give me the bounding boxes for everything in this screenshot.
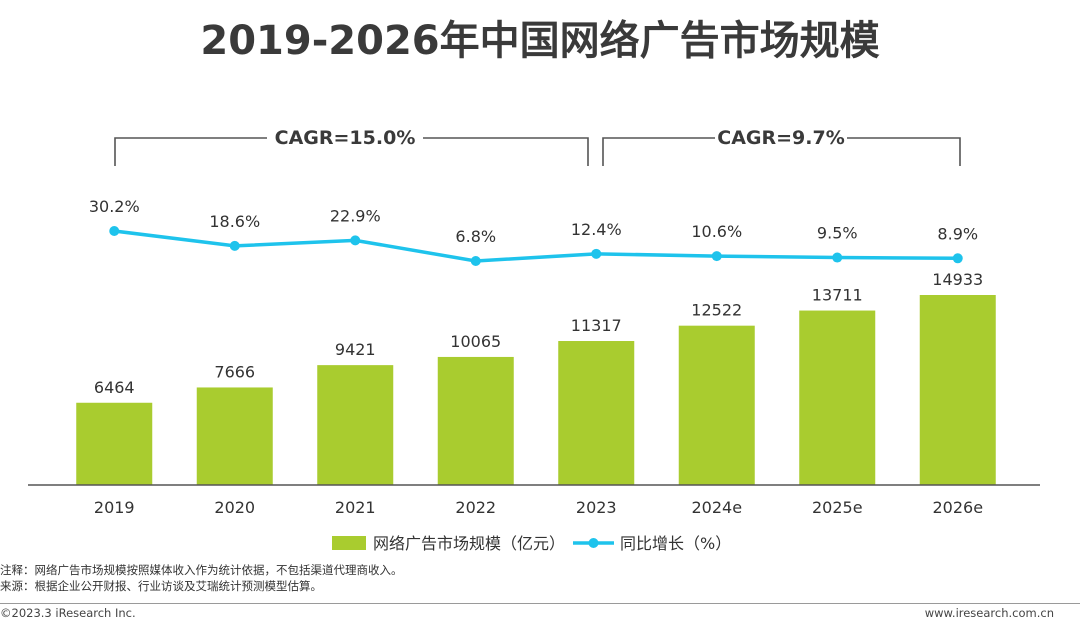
x-tick-2024e: 2024e — [691, 498, 742, 517]
growth-label-2024e: 10.6% — [691, 222, 742, 241]
footer-copyright: ©2023.3 iResearch Inc. — [0, 606, 136, 620]
x-axis-ticks: 2019 2020 2021 2022 2023 2024e 2025e 2026e — [94, 498, 983, 517]
bar-2020 — [196, 387, 273, 485]
growth-point-2022 — [470, 256, 481, 266]
legend: 网络广告市场规模（亿元） 同比增长（%） — [332, 534, 731, 553]
legend-bar-swatch — [332, 536, 366, 550]
bar-series — [76, 295, 996, 485]
bar-label-2025e: 13711 — [812, 286, 863, 305]
bar-label-2019: 6464 — [94, 378, 135, 397]
growth-point-2020 — [229, 240, 240, 251]
growth-label-2020: 18.6% — [209, 212, 260, 231]
bar-label-2024e: 12522 — [691, 301, 742, 320]
growth-label-2019: 30.2% — [89, 197, 140, 216]
x-tick-2019: 2019 — [94, 498, 135, 517]
x-tick-2023: 2023 — [576, 498, 617, 517]
growth-label-2025e: 9.5% — [817, 224, 858, 243]
growth-label-2021: 22.9% — [330, 206, 381, 225]
growth-point-2025e — [832, 252, 843, 263]
legend-line-marker — [588, 538, 599, 548]
cagr-brackets: CAGR=15.0% CAGR=9.7% — [114, 127, 961, 166]
cagr-label-2: CAGR=9.7% — [717, 127, 845, 149]
cagr-bracket-1 — [114, 137, 589, 166]
growth-point-2021 — [350, 235, 361, 246]
growth-label-2022: 6.8% — [455, 227, 496, 246]
growth-point-2024e — [711, 251, 722, 262]
bar-2021 — [317, 365, 394, 485]
footer-divider — [0, 603, 1080, 604]
x-tick-2021: 2021 — [335, 498, 376, 517]
x-tick-2020: 2020 — [214, 498, 255, 517]
growth-points — [109, 226, 963, 266]
bar-2019 — [76, 402, 153, 485]
bar-2025e — [799, 310, 876, 485]
chart-note: 注释：网络广告市场规模按照媒体收入作为统计依据，不包括渠道代理商收入。 — [0, 563, 403, 577]
chart-source: 来源：根据企业公开财报、行业访谈及艾瑞统计预测模型估算。 — [0, 579, 322, 593]
bar-label-2020: 7666 — [214, 362, 255, 381]
footer-website[interactable]: www.iresearch.com.cn — [924, 606, 1054, 620]
bar-2022 — [437, 356, 514, 485]
growth-point-2019 — [109, 226, 120, 236]
cagr-bracket-2 — [602, 137, 961, 166]
growth-line — [114, 229, 958, 263]
bar-data-labels: 6464 7666 9421 10065 11317 12522 13711 14933 — [94, 270, 983, 397]
x-tick-2026e: 2026e — [932, 498, 983, 517]
x-tick-2025e: 2025e — [812, 498, 863, 517]
bar-label-2026e: 14933 — [932, 270, 983, 289]
growth-label-2023: 12.4% — [571, 220, 622, 239]
chart-title: 2019-2026年中国网络广告市场规模 — [200, 18, 880, 64]
cagr-label-1: CAGR=15.0% — [275, 127, 416, 149]
bar-2024e — [678, 325, 755, 485]
chart-area: 2019 2020 2021 2022 2023 2024e 2025e 2026e 6464… — [28, 127, 1040, 553]
bar-2026e — [919, 295, 996, 485]
bar-2023 — [558, 341, 635, 485]
x-tick-2022: 2022 — [455, 498, 496, 517]
growth-point-2023 — [591, 248, 602, 259]
bar-label-2023: 11317 — [571, 316, 622, 335]
legend-bar-label: 网络广告市场规模（亿元） — [373, 534, 565, 553]
growth-point-2026e — [952, 253, 963, 264]
growth-label-2026e: 8.9% — [937, 224, 978, 243]
bar-label-2022: 10065 — [450, 332, 501, 351]
growth-data-labels: 30.2% 18.6% 22.9% 6.8% 12.4% 10.6% 9.5% 8.9% — [89, 197, 978, 246]
bar-label-2021: 9421 — [335, 340, 376, 359]
legend-line-label: 同比增长（%） — [620, 534, 731, 553]
